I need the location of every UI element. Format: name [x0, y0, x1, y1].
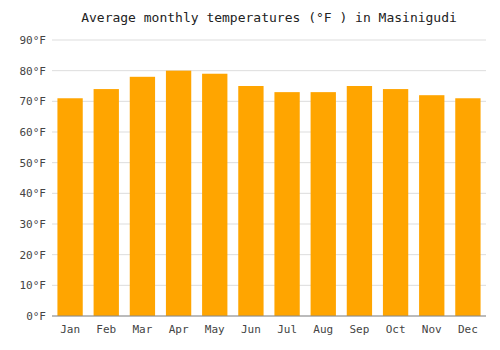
x-tick-label: Dec — [458, 323, 478, 336]
bar — [166, 71, 191, 316]
y-tick-label: 40°F — [20, 187, 47, 200]
y-tick-label: 10°F — [20, 279, 47, 292]
grid-line — [52, 70, 486, 71]
x-tick-label: Sep — [349, 323, 369, 336]
bar — [274, 92, 299, 316]
y-tick-label: 80°F — [20, 65, 47, 78]
bar — [238, 86, 263, 316]
x-tick-label: Aug — [313, 323, 333, 336]
x-axis-line — [52, 316, 486, 317]
chart-title: Average monthly temperatures (°F ) in Ma… — [81, 10, 457, 25]
grid-line — [52, 316, 486, 317]
grid-line — [52, 40, 486, 41]
bar — [94, 89, 119, 316]
x-tick-label: Jul — [277, 323, 297, 336]
x-tick-label: Oct — [386, 323, 406, 336]
y-tick-label: 70°F — [20, 95, 47, 108]
bar — [455, 98, 480, 316]
x-tick-label: Feb — [96, 323, 116, 336]
bar — [130, 77, 155, 316]
y-tick-label: 90°F — [20, 34, 47, 47]
y-axis: 0°F 10°F 20°F 30°F 40°F 50°F 60°F 70°F 80°F 90°F — [20, 34, 487, 323]
chart-svg: Average monthly temperatures (°F ) in Ma… — [0, 0, 500, 350]
bar — [57, 98, 82, 316]
chart-container: Average monthly temperatures (°F ) in Ma… — [0, 0, 500, 350]
x-tick-label: Apr — [169, 323, 189, 336]
bar — [202, 74, 227, 316]
x-axis: Jan Feb Mar Apr May Jun Jul Aug Sep Oct Nov Dec — [60, 323, 478, 336]
x-tick-label: Jun — [241, 323, 261, 336]
x-tick-label: May — [205, 323, 225, 336]
x-tick-label: Jan — [60, 323, 80, 336]
x-tick-label: Nov — [422, 323, 442, 336]
bar — [347, 86, 372, 316]
bar — [419, 95, 444, 316]
y-tick-label: 0°F — [26, 310, 46, 323]
y-tick-label: 50°F — [20, 157, 47, 170]
x-tick-label: Mar — [132, 323, 152, 336]
y-tick-label: 20°F — [20, 249, 47, 262]
bar — [311, 92, 336, 316]
bars — [57, 71, 480, 316]
y-tick-label: 30°F — [20, 218, 47, 231]
y-tick-label: 60°F — [20, 126, 47, 139]
bar — [383, 89, 408, 316]
